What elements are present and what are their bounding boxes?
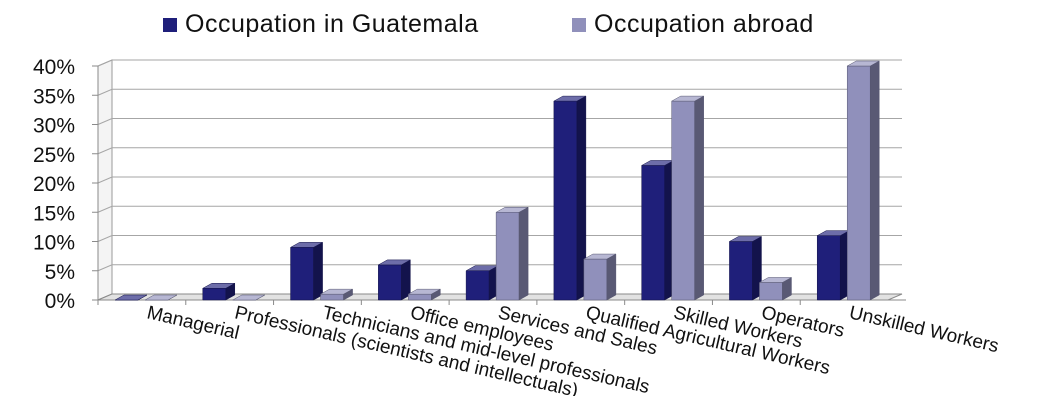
legend-label-guatemala: Occupation in Guatemala	[185, 10, 479, 38]
bar-abroad	[231, 294, 266, 301]
legend-swatch-abroad	[572, 17, 586, 32]
x-tick-label: Managerial	[145, 302, 241, 344]
bar-abroad	[670, 95, 705, 301]
gridline	[97, 88, 902, 96]
bar-abroad	[582, 253, 617, 301]
bar-guatemala	[289, 241, 324, 301]
y-tick-label: 10%	[33, 232, 75, 255]
bar-guatemala	[201, 282, 236, 301]
y-tick-label: 25%	[33, 144, 75, 167]
bar-abroad	[495, 206, 530, 301]
y-tick-label: 20%	[33, 173, 75, 196]
y-tick-label: 35%	[33, 85, 75, 108]
bar-guatemala	[552, 95, 587, 301]
gridline	[97, 264, 902, 272]
y-tick-label: 0%	[45, 290, 75, 313]
gridline	[97, 176, 902, 184]
bar-abroad	[319, 288, 354, 301]
gridline	[97, 147, 902, 155]
bar-abroad	[144, 294, 178, 301]
y-tick-label: 30%	[33, 115, 75, 138]
bar-abroad	[758, 277, 793, 301]
y-tick-label: 15%	[33, 202, 75, 225]
y-tick-label: 5%	[45, 261, 75, 284]
bar-guatemala	[640, 160, 675, 301]
gridline	[97, 205, 902, 213]
legend-label-abroad: Occupation abroad	[594, 10, 814, 38]
y-tick-label: 40%	[33, 56, 75, 79]
bar-guatemala	[728, 236, 763, 301]
x-tick-label: Unskilled Workers	[847, 302, 1001, 357]
gridline	[97, 235, 902, 242]
bar-abroad	[846, 60, 881, 301]
bar-guatemala	[114, 294, 148, 301]
bar-abroad	[407, 288, 442, 301]
bar-guatemala	[465, 265, 500, 301]
gridline	[97, 59, 902, 67]
gridline	[97, 118, 902, 125]
bar-guatemala	[377, 259, 412, 301]
legend-swatch-guatemala	[163, 17, 177, 32]
legend-item-guatemala: Occupation in Guatemala	[163, 10, 479, 39]
legend-item-abroad: Occupation abroad	[572, 10, 814, 39]
legend: Occupation in Guatemala Occupation abroa…	[0, 10, 1045, 40]
bar-guatemala	[816, 230, 851, 301]
